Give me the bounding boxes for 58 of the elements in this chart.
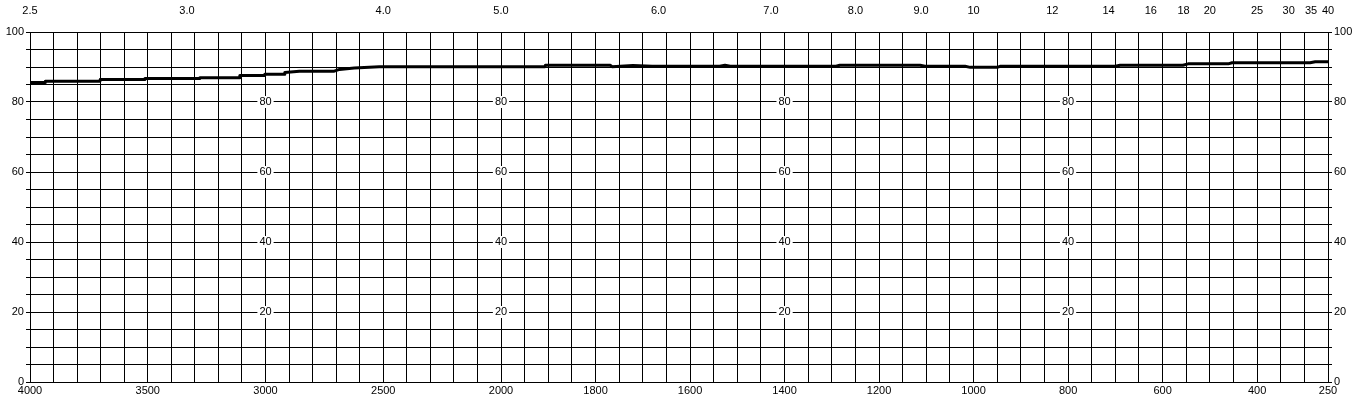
text: 10 bbox=[967, 4, 980, 17]
x-tick-label: 2000 bbox=[488, 383, 514, 396]
x-tick-label: 1800 bbox=[583, 383, 608, 396]
x-tick-label: 3000 bbox=[253, 383, 278, 396]
annotation: 40 bbox=[494, 235, 508, 248]
text: 3.0 bbox=[179, 4, 195, 17]
text: 30 bbox=[1282, 4, 1295, 17]
x-tick-label: 800 bbox=[1058, 383, 1078, 396]
y2-tick-label: 100 bbox=[1334, 25, 1352, 38]
y2-tick-label: 40 bbox=[1334, 235, 1347, 248]
annotation: 40 bbox=[1061, 235, 1075, 248]
y2-tick-label: 0 bbox=[1334, 375, 1341, 388]
annotation: 20 bbox=[494, 305, 508, 318]
x-tick-label: 600 bbox=[1153, 383, 1172, 396]
text: 18 bbox=[1177, 4, 1190, 17]
text: 35 bbox=[1305, 4, 1318, 17]
annotation: 80 bbox=[494, 95, 508, 108]
x-tick-label: 1600 bbox=[677, 383, 703, 396]
text: 14 bbox=[1102, 4, 1115, 17]
text: 40 bbox=[1321, 4, 1335, 17]
annotation: 80 bbox=[778, 95, 791, 108]
annotation: 40 bbox=[259, 235, 272, 248]
annotation: 60 bbox=[1061, 165, 1075, 178]
text: 12 bbox=[1046, 4, 1059, 17]
text: 6.0 bbox=[650, 4, 667, 17]
annotation: 80 bbox=[1061, 95, 1075, 108]
annotation: 60 bbox=[778, 165, 791, 178]
y2-tick-label: 60 bbox=[1334, 165, 1347, 178]
annotation: 20 bbox=[259, 305, 272, 318]
x-tick-label: 1400 bbox=[772, 383, 797, 396]
text: 8.0 bbox=[847, 4, 864, 17]
text: 9.0 bbox=[913, 4, 929, 17]
y-tick-label: 80 bbox=[11, 95, 24, 108]
annotation: 60 bbox=[259, 165, 272, 178]
x-tick-label: 2500 bbox=[371, 383, 396, 396]
y-tick-label: 60 bbox=[11, 165, 24, 178]
text: 20 bbox=[1203, 4, 1216, 17]
text: 5.0 bbox=[493, 4, 509, 17]
x-tick-label: 1000 bbox=[961, 383, 986, 396]
text: 25 bbox=[1251, 4, 1264, 17]
annotation: 80 bbox=[259, 95, 272, 108]
text: 4.0 bbox=[375, 4, 391, 17]
x-tick-label: 3500 bbox=[135, 383, 160, 396]
x-tick-label: 400 bbox=[1247, 383, 1267, 396]
text: 2.5 bbox=[22, 4, 38, 17]
annotation: 20 bbox=[778, 305, 791, 318]
annotation: 20 bbox=[1061, 305, 1075, 318]
y-tick-label: 100 bbox=[5, 25, 24, 38]
y-tick-label: 40 bbox=[11, 235, 24, 248]
y-tick-label: 20 bbox=[11, 305, 24, 318]
text: 16 bbox=[1144, 4, 1157, 17]
y-tick-label: 0 bbox=[17, 375, 24, 388]
y2-tick-label: 80 bbox=[1334, 95, 1347, 108]
y2-tick-label: 20 bbox=[1334, 305, 1347, 318]
text: 7.0 bbox=[763, 4, 779, 17]
annotation: 60 bbox=[494, 165, 508, 178]
x-tick-label: 1200 bbox=[866, 383, 892, 396]
annotation: 40 bbox=[778, 235, 791, 248]
